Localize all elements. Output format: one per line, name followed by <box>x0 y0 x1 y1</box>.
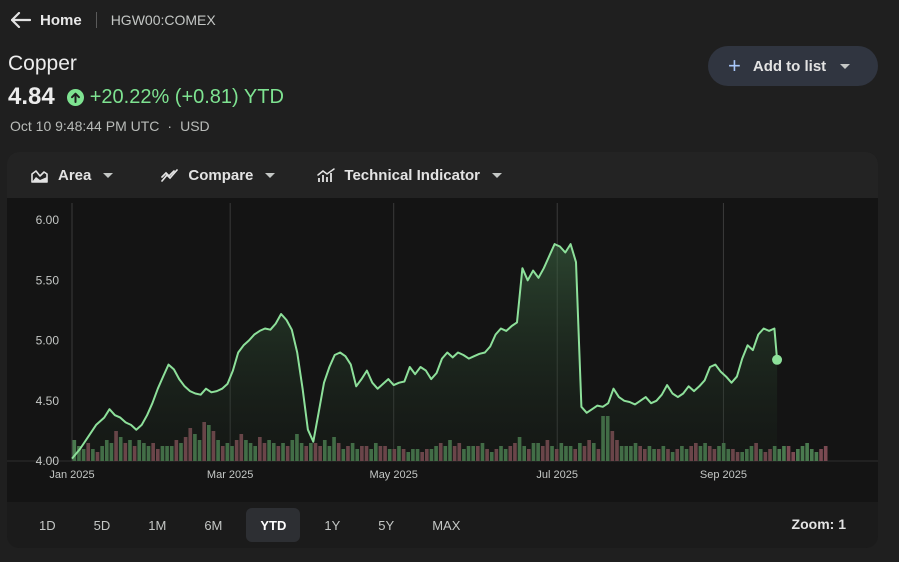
chart-type-dropdown[interactable]: Area <box>31 152 114 198</box>
volume-bar <box>823 446 828 461</box>
top-nav: Home HGW00:COMEX <box>10 9 216 31</box>
price-chart-svg: 4.00 4.50 5.00 5.50 6.00 Jan 2025 Mar 2025 May … <box>7 203 878 481</box>
volume-bar <box>805 443 809 461</box>
chevron-down-icon <box>103 166 114 184</box>
range-selector: 1D 5D 1M 6M YTD 1Y 5Y MAX Zoom: 1 <box>7 502 878 548</box>
volume-bar <box>819 449 823 461</box>
y-tick-label: 6.00 <box>36 213 60 227</box>
x-tick-label: May 2025 <box>370 469 418 481</box>
volume-bar <box>796 449 800 461</box>
current-price: 4.84 <box>8 83 55 110</box>
quote-currency: USD <box>180 118 210 134</box>
volume-bar <box>791 452 796 461</box>
volume-bar <box>814 452 819 461</box>
price-line <box>71 243 779 460</box>
nav-divider <box>95 12 97 28</box>
x-tick-label: Mar 2025 <box>207 469 253 481</box>
meta-separator: · <box>167 118 173 134</box>
range-button-1m[interactable]: 1M <box>148 517 167 533</box>
range-button-1d[interactable]: 1D <box>39 517 56 533</box>
range-button-ytd[interactable]: YTD <box>246 508 301 542</box>
plus-icon: + <box>728 53 741 78</box>
instrument-name: Copper <box>8 52 77 75</box>
technical-indicator-label: Technical Indicator <box>344 166 480 184</box>
range-button-5y[interactable]: 5Y <box>378 517 395 533</box>
volume-bar <box>800 446 805 461</box>
range-button-6m[interactable]: 6M <box>204 517 223 533</box>
y-tick-label: 5.00 <box>36 334 60 348</box>
add-to-list-label: Add to list <box>752 57 827 75</box>
area-chart-icon <box>31 167 49 183</box>
y-tick-label: 4.00 <box>36 454 60 468</box>
range-button-max[interactable]: MAX <box>432 517 461 533</box>
ytd-change: +20.22% (+0.81) YTD <box>89 85 284 108</box>
chart-type-label: Area <box>58 166 92 184</box>
price-chart[interactable]: 4.00 4.50 5.00 5.50 6.00 Jan 2025 Mar 2025 May … <box>7 198 878 502</box>
volume-bar <box>809 449 814 461</box>
axis-labels: 4.00 4.50 5.00 5.50 6.00 Jan 2025 Mar 2025 May … <box>36 213 747 481</box>
price-area <box>71 243 783 461</box>
range-button-5d[interactable]: 5D <box>93 517 111 533</box>
technical-indicator-dropdown[interactable]: Technical Indicator <box>317 152 502 198</box>
back-arrow-icon[interactable] <box>10 9 32 31</box>
ticker-symbol: HGW00:COMEX <box>110 12 216 28</box>
last-price-marker <box>772 354 783 365</box>
volume-bar <box>782 446 786 461</box>
price-line: 4.84 +20.22% (+0.81) YTD <box>8 83 284 111</box>
y-tick-label: 4.50 <box>36 394 60 408</box>
range-button-group: 1D 5D 1M 6M YTD 1Y 5Y MAX <box>25 508 484 542</box>
quote-meta: Oct 10 9:48:44 PM UTC · USD <box>10 118 210 134</box>
x-tick-label: Sep 2025 <box>700 469 747 481</box>
compare-icon <box>161 167 179 183</box>
home-link[interactable]: Home <box>40 11 82 29</box>
compare-dropdown[interactable]: Compare <box>161 152 276 198</box>
chevron-down-icon <box>840 57 851 75</box>
range-button-1y[interactable]: 1Y <box>324 517 341 533</box>
y-tick-label: 5.50 <box>36 273 60 287</box>
indicator-icon <box>317 167 336 183</box>
x-tick-label: Jul 2025 <box>536 469 578 481</box>
add-to-list-button[interactable]: + Add to list <box>708 46 878 86</box>
volume-bar <box>72 440 77 461</box>
volume-bar <box>786 446 791 461</box>
chart-toolbar: Area Compare Technical Indicator <box>7 152 878 198</box>
x-tick-label: Jan 2025 <box>49 469 94 481</box>
price-area-fill <box>72 244 778 461</box>
up-arrow-icon <box>66 88 84 106</box>
zoom-level: Zoom: 1 <box>791 516 846 532</box>
quote-timestamp: Oct 10 9:48:44 PM UTC <box>10 118 160 134</box>
volume-bar <box>777 449 782 461</box>
chevron-down-icon <box>265 166 276 184</box>
chart-panel: Area Compare Technical Indicator <box>7 152 878 548</box>
chevron-down-icon <box>491 166 502 184</box>
compare-label: Compare <box>188 166 254 184</box>
